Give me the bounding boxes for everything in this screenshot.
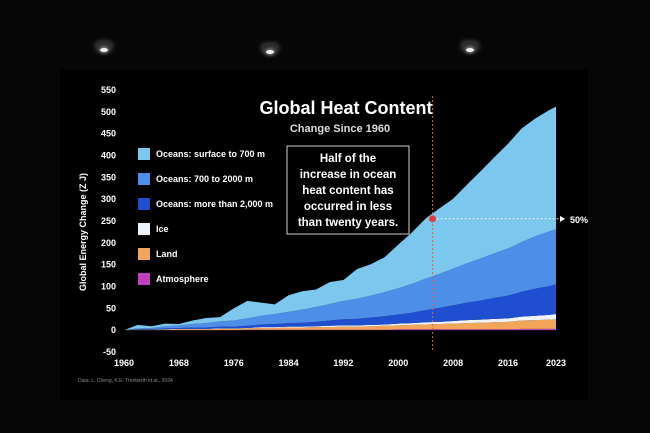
legend-label: Oceans: 700 to 2000 m xyxy=(156,174,253,184)
x-tick-label: 2016 xyxy=(498,358,518,368)
legend-label: Atmosphere xyxy=(156,274,209,284)
y-tick-label: 100 xyxy=(101,282,116,292)
y-tick-label: 450 xyxy=(101,129,116,139)
ceiling-light-icon xyxy=(96,42,112,52)
heat-content-chart: 50% 550500450400350300250200150100500-50… xyxy=(78,85,588,384)
legend-swatch xyxy=(138,198,150,210)
x-tick-label: 1960 xyxy=(114,358,134,368)
y-tick-label: 550 xyxy=(101,85,116,95)
source-note: Data: L. Cheng, K.E. Trenberth et al., 2… xyxy=(78,378,173,384)
y-tick-label: 500 xyxy=(101,107,116,117)
y-tick-label: 250 xyxy=(101,216,116,226)
legend-label: Ice xyxy=(156,224,169,234)
area-series-3 xyxy=(124,284,556,331)
callout-frame xyxy=(286,145,410,235)
callout-line: occurred in less xyxy=(304,201,392,213)
x-tick-label: 1984 xyxy=(279,358,299,368)
y-tick-label: 400 xyxy=(101,151,116,161)
titles: Global Heat Content Change Since 1960 Gl… xyxy=(78,98,433,384)
annotation-guides: 50% xyxy=(429,96,588,352)
area-series-4 xyxy=(124,228,556,331)
y-tick-label: 150 xyxy=(101,260,116,270)
y-tick-label: 350 xyxy=(101,172,116,182)
y-axis-label: Global Energy Change (Z J) xyxy=(78,173,88,291)
x-tick-label: 2008 xyxy=(443,358,463,368)
projection-screen: 50% 550 500 450 400 350 300 250 200 150 100 50 0 -50… xyxy=(60,70,588,400)
area-series-0 xyxy=(124,328,556,331)
x-tick-label: 2023 xyxy=(546,358,566,368)
legend-swatch xyxy=(138,173,150,185)
fifty-percent-label: 50% xyxy=(570,215,588,225)
area-series-5 xyxy=(124,106,556,331)
y-tick-label: 300 xyxy=(101,194,116,204)
chart-title: Global Heat Content xyxy=(259,98,432,118)
legend-label: Land xyxy=(156,249,178,259)
x-tick-label: 1968 xyxy=(169,358,189,368)
area-series-1 xyxy=(124,319,556,331)
axes: 550500450400350300250200150100500-501960… xyxy=(101,85,566,368)
callout-line: increase in ocean xyxy=(300,169,397,181)
y-tick-label: 0 xyxy=(111,325,116,335)
legend-swatch xyxy=(138,148,150,160)
legend-swatch xyxy=(138,223,150,235)
x-tick-label: 1976 xyxy=(224,358,244,368)
legend-swatch xyxy=(138,248,150,260)
y-tick-label: 50 xyxy=(106,303,116,313)
legend-swatch xyxy=(138,273,150,285)
ceiling-light-icon xyxy=(462,42,478,52)
callout-line: heat content has xyxy=(302,185,393,197)
midpoint-marker xyxy=(429,215,437,223)
legend-label: Oceans: more than 2,000 m xyxy=(156,199,273,209)
arrowhead-icon xyxy=(560,215,565,222)
callout-line: than twenty years. xyxy=(298,217,398,229)
legend: Oceans: surface to 700 m Oceans: 700 to 2… xyxy=(138,148,273,285)
legend-label: Oceans: surface to 700 m xyxy=(156,149,265,159)
callout-line: Half of the xyxy=(320,153,376,165)
y-tick-label: -50 xyxy=(103,347,116,357)
x-tick-label: 2000 xyxy=(388,358,408,368)
chart-subtitle: Change Since 1960 xyxy=(290,123,390,135)
area-series-2 xyxy=(124,314,556,331)
stacked-areas xyxy=(124,106,556,331)
ceiling-light-icon xyxy=(262,44,278,54)
y-tick-label: 200 xyxy=(101,238,116,248)
callout-box: Half of the increase in ocean heat content… xyxy=(286,145,410,235)
x-tick-label: 1992 xyxy=(333,358,353,368)
